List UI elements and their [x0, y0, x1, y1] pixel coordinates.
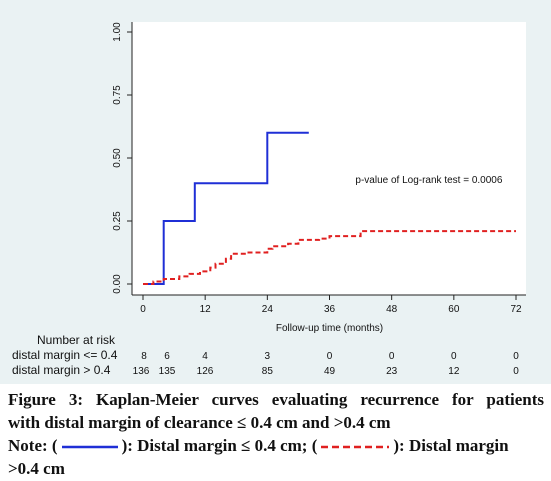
risk-value: 0	[513, 351, 519, 362]
risk-value: 0	[327, 351, 333, 362]
risk-value: 85	[262, 366, 274, 377]
x-tick-label: 36	[324, 304, 336, 315]
caption-line-2: with distal margin of clearance ≤ 0.4 cm…	[8, 413, 391, 432]
y-tick-label: 1.00	[112, 22, 123, 42]
risk-value: 49	[324, 366, 336, 377]
risk-value: 3	[265, 351, 271, 362]
risk-table-title: Number at risk	[37, 333, 116, 347]
series-line-distal-gt-0-4	[143, 230, 516, 285]
x-tick-label: 0	[140, 304, 146, 315]
caption-note-line: Note: ( ): Distal margin ≤ 0.4 cm; ( ): Di…	[8, 434, 544, 457]
risk-value: 6	[164, 351, 170, 362]
y-tick-label: 0.50	[112, 148, 123, 168]
caption-line-1: Figure 3: Kaplan-Meier curves evaluating…	[8, 390, 544, 409]
risk-value: 136	[133, 366, 150, 377]
note-mid-2: ): Distal margin	[393, 436, 509, 455]
figure-panel: 0.00 0.25 0.50 0.75 1.00 0 12 24 36 48 60 72 p-valu…	[0, 0, 551, 384]
risk-value: 135	[159, 366, 176, 377]
y-tick-label: 0.75	[112, 85, 123, 105]
x-axis-label: Follow-up time (months)	[276, 323, 383, 334]
risk-value: 0	[513, 366, 519, 377]
risk-value: 12	[448, 366, 460, 377]
x-tick-label: 24	[262, 304, 274, 315]
risk-value: 4	[202, 351, 208, 362]
risk-value: 126	[197, 366, 214, 377]
risk-row-label: distal margin > 0.4	[12, 363, 111, 377]
x-tick-label: 12	[200, 304, 212, 315]
solid-line-swatch	[61, 445, 118, 449]
y-tick-label: 0.00	[112, 274, 123, 294]
x-tick-label: 48	[386, 304, 398, 315]
note-mid-1: ): Distal margin ≤ 0.4 cm; (	[121, 436, 318, 455]
series-line-distal-le-0-4	[143, 131, 309, 285]
kaplan-meier-chart: 0.000.250.500.751.000 12 24 36 48 60 72 p-valu…	[12, 22, 526, 377]
x-tick-label: 72	[510, 304, 522, 315]
risk-value: 23	[386, 366, 398, 377]
caption-note-end: >0.4 cm	[8, 459, 65, 478]
plot-area	[132, 22, 526, 295]
risk-row-label: distal margin <= 0.4	[12, 348, 118, 362]
dashed-line-swatch	[321, 445, 390, 449]
axes: 0.00 0.25 0.50 0.75 1.00 0 12 24 36 48 60 72	[112, 22, 526, 315]
curves	[143, 131, 516, 285]
risk-value: 8	[141, 351, 147, 362]
risk-value: 0	[451, 351, 457, 362]
figure-caption: Figure 3: Kaplan-Meier curves evaluating…	[8, 388, 544, 480]
y-tick-label: 0.25	[112, 211, 123, 231]
x-tick-label: 60	[448, 304, 460, 315]
note-prefix: Note: (	[8, 436, 58, 455]
logrank-annotation: p-value of Log-rank test = 0.0006	[355, 175, 502, 186]
risk-value: 0	[389, 351, 395, 362]
